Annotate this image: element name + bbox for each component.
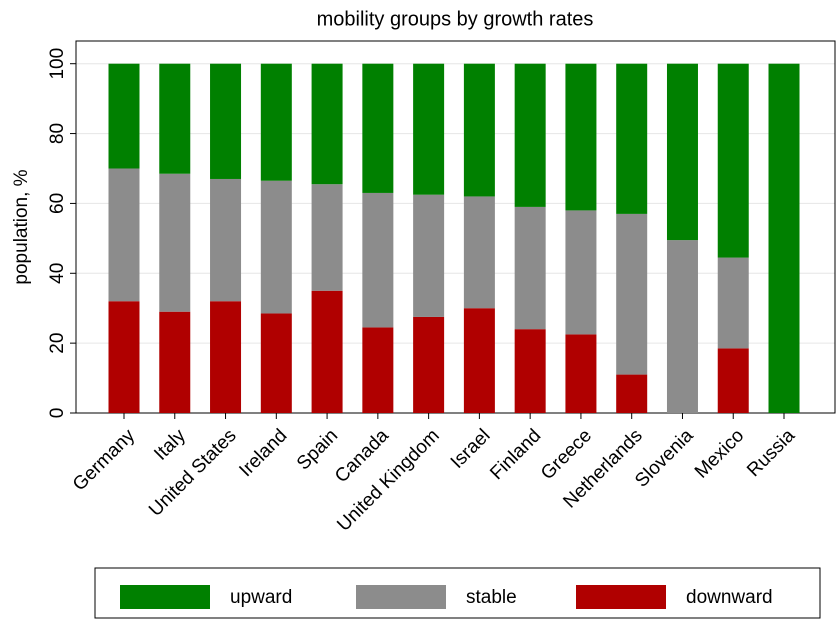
bar-segment bbox=[413, 63, 445, 195]
legend-swatch bbox=[576, 585, 666, 609]
legend-label: downward bbox=[686, 587, 773, 608]
bar-segment bbox=[463, 308, 495, 413]
chart-title: mobility groups by growth rates bbox=[317, 8, 594, 30]
legend-box bbox=[94, 567, 821, 619]
x-tick-label: Germany bbox=[69, 425, 139, 495]
bar-segment bbox=[463, 63, 495, 197]
bar-segment bbox=[260, 180, 292, 314]
bar-segment bbox=[717, 257, 749, 349]
bar-segment bbox=[565, 334, 597, 413]
bar-segment bbox=[108, 168, 140, 302]
bar-segment bbox=[210, 178, 242, 302]
bar-segment bbox=[514, 329, 546, 413]
bar-segment bbox=[159, 63, 191, 174]
legend-label: upward bbox=[230, 587, 292, 608]
legend-label: stable bbox=[466, 587, 517, 608]
bar-segment bbox=[413, 194, 445, 317]
x-tick-label: Israel bbox=[447, 425, 495, 473]
x-tick-label: Russia bbox=[743, 425, 799, 481]
plot-frame bbox=[75, 40, 836, 414]
bar-segment bbox=[311, 63, 343, 185]
bar-segment bbox=[210, 63, 242, 179]
bar-segment bbox=[616, 213, 648, 375]
bar-segment bbox=[362, 63, 394, 193]
bar-segment bbox=[108, 63, 140, 169]
bar-segment bbox=[616, 63, 648, 214]
bar-segment bbox=[514, 206, 546, 330]
y-tick-label: 0 bbox=[47, 408, 68, 419]
bar-segment bbox=[260, 63, 292, 181]
legend-swatch bbox=[356, 585, 446, 609]
x-tick-label: Spain bbox=[293, 425, 342, 474]
bar-segment bbox=[768, 63, 800, 413]
bar-segment bbox=[362, 327, 394, 413]
bar-segment bbox=[311, 184, 343, 291]
bar-segment bbox=[666, 63, 698, 241]
y-tick-label: 20 bbox=[47, 333, 68, 354]
bar-segment bbox=[210, 301, 242, 413]
bar-segment bbox=[463, 196, 495, 309]
y-tick-label: 40 bbox=[47, 263, 68, 284]
bar-segment bbox=[108, 301, 140, 413]
y-tick-label: 60 bbox=[47, 193, 68, 214]
x-tick-label: Ireland bbox=[235, 425, 291, 481]
x-tick-label: Italy bbox=[150, 425, 190, 465]
x-tick-label: Finland bbox=[486, 425, 545, 484]
bar-segment bbox=[159, 311, 191, 413]
bar-segment bbox=[311, 290, 343, 413]
bar-segment bbox=[565, 210, 597, 335]
bar-segment bbox=[413, 316, 445, 413]
x-tick-label: Mexico bbox=[691, 425, 748, 482]
bar-segment bbox=[717, 348, 749, 413]
legend-swatch bbox=[120, 585, 210, 609]
bar-segment bbox=[362, 192, 394, 328]
bar-segment bbox=[565, 63, 597, 211]
bar-segment bbox=[666, 240, 698, 413]
bar-segment bbox=[717, 63, 749, 258]
bar-segment bbox=[514, 63, 546, 207]
bar-segment bbox=[159, 173, 191, 312]
y-tick-label: 100 bbox=[47, 48, 68, 80]
bar-segment bbox=[616, 374, 648, 413]
bar-segment bbox=[260, 313, 292, 413]
y-axis-title: population, % bbox=[11, 169, 32, 284]
y-tick-label: 80 bbox=[47, 123, 68, 144]
